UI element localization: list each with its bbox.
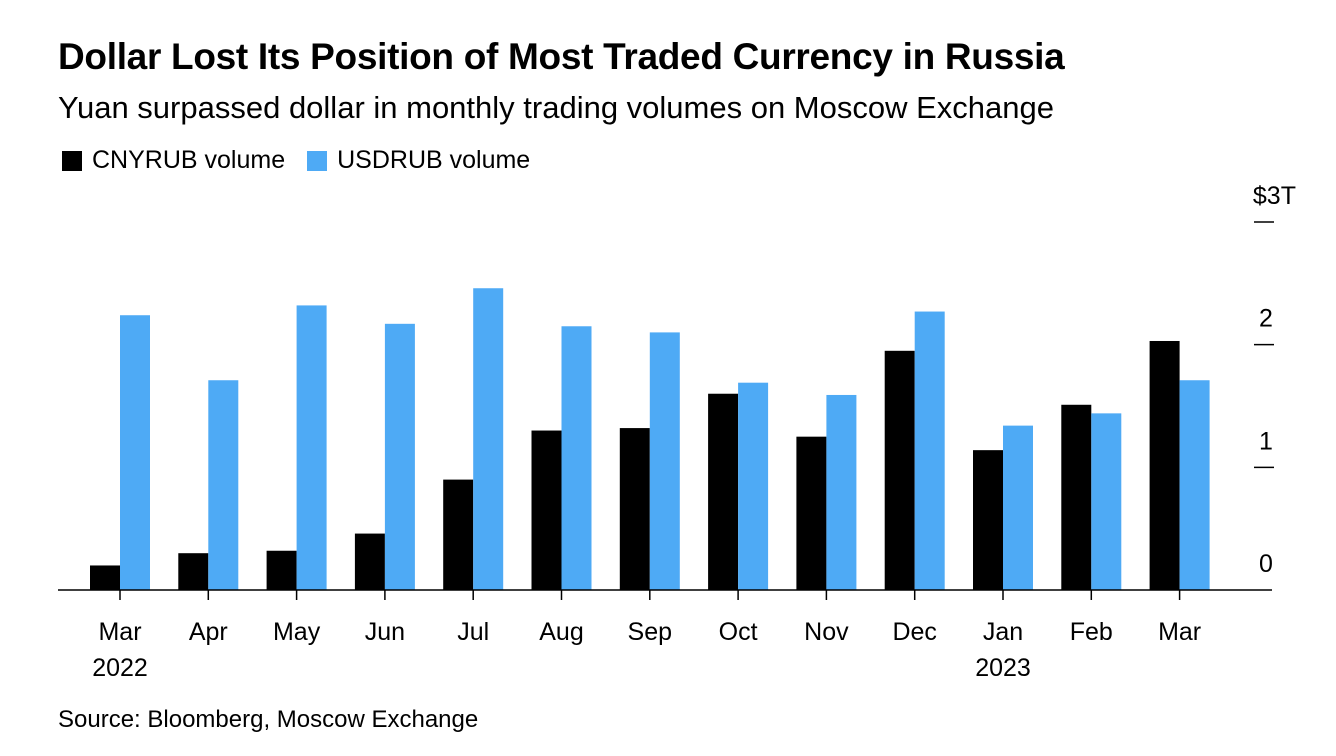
bar-cnyrub-11 [1061, 404, 1092, 590]
bar-cnyrub-1 [178, 553, 209, 590]
bar-cnyrub-10 [973, 450, 1003, 590]
bar-cnyrub-5 [531, 430, 562, 590]
x-tick-sublabel-0: 2022 [92, 654, 148, 682]
bar-usdrub-8 [826, 394, 857, 590]
x-tick-label-10: Jan [983, 618, 1023, 646]
bar-cnyrub-3 [354, 533, 385, 590]
bar-cnyrub-4 [443, 479, 474, 590]
x-tick-label-2: May [273, 618, 321, 646]
bar-usdrub-12 [1179, 380, 1210, 590]
bar-cnyrub-12 [1149, 340, 1180, 590]
x-tick-label-11: Feb [1070, 618, 1113, 646]
legend-label-cnyrub: CNYRUB volume [92, 146, 286, 174]
chart-title: Dollar Lost Its Position of Most Traded … [58, 36, 1065, 77]
legend-swatch-cnyrub [62, 150, 82, 171]
bar-usdrub-6 [649, 332, 680, 590]
legend-item-cnyrub: CNYRUB volume [62, 146, 285, 175]
x-tick-label-0: Mar [98, 618, 141, 646]
legend-label-usdrub: USDRUB volume [337, 146, 531, 174]
bar-usdrub-11 [1091, 413, 1122, 590]
source-note: Source: Bloomberg, Moscow Exchange [58, 706, 479, 733]
x-tick-sublabel-10: 2023 [975, 654, 1031, 682]
bar-usdrub-1 [208, 380, 239, 590]
bar-cnyrub-6 [619, 428, 650, 590]
bar-usdrub-4 [473, 288, 504, 590]
bar-usdrub-10 [1003, 425, 1033, 590]
x-tick-label-4: Jul [457, 618, 489, 646]
y-tick-label-3: $3T [1253, 182, 1296, 210]
x-tick-label-3: Jun [365, 618, 405, 646]
chart-subtitle: Yuan surpassed dollar in monthly trading… [58, 90, 1054, 125]
bar-usdrub-7 [738, 382, 769, 590]
x-tick-label-12: Mar [1158, 618, 1201, 646]
bar-cnyrub-0 [90, 565, 120, 590]
y-tick-label-1: 1 [1259, 427, 1273, 455]
bar-usdrub-0 [120, 315, 150, 590]
y-tick-label-2: 2 [1259, 305, 1273, 333]
bar-cnyrub-7 [708, 393, 739, 590]
x-tick-label-8: Nov [804, 618, 849, 646]
bar-usdrub-2 [296, 305, 327, 590]
bar-usdrub-3 [384, 323, 415, 590]
bar-cnyrub-8 [796, 436, 827, 590]
legend-item-usdrub: USDRUB volume [307, 146, 530, 175]
x-tick-label-6: Sep [628, 618, 672, 646]
bar-cnyrub-2 [266, 550, 297, 590]
bar-cnyrub-9 [884, 350, 915, 590]
bar-usdrub-9 [914, 311, 945, 590]
bar-usdrub-5 [561, 326, 592, 590]
y-tick-label-0: 0 [1259, 550, 1273, 578]
x-tick-label-7: Oct [719, 618, 758, 646]
x-tick-label-5: Aug [539, 618, 583, 646]
x-tick-label-9: Dec [892, 618, 936, 646]
x-tick-label-1: Apr [189, 618, 228, 646]
legend: CNYRUB volume USDRUB volume [62, 146, 552, 175]
legend-swatch-usdrub [307, 150, 328, 171]
